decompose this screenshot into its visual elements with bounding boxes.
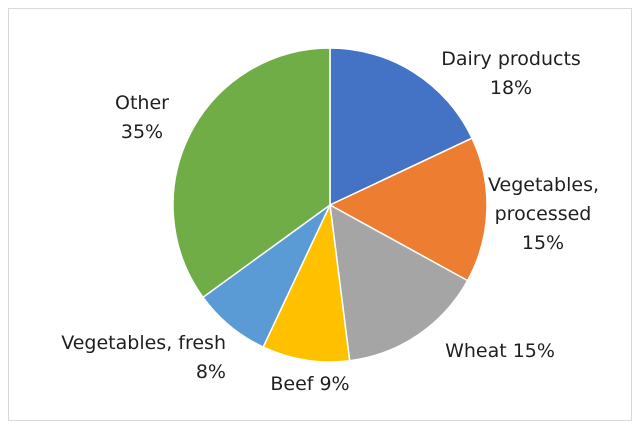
- data-label: Dairy products 18%: [416, 45, 606, 103]
- data-label: Vegetables, fresh 8%: [20, 329, 226, 387]
- label-name: Wheat: [445, 340, 507, 362]
- data-label: Wheat 15%: [420, 337, 580, 366]
- label-value: 8%: [195, 361, 226, 383]
- pie-slice: [172, 47, 331, 299]
- label-name: Vegetables, fresh: [61, 332, 226, 354]
- label-value: 9%: [319, 373, 350, 395]
- label-value: 15%: [512, 340, 555, 362]
- label-name: Vegetables, processed: [488, 174, 600, 225]
- data-label: Vegetables, processed 15%: [488, 171, 600, 258]
- label-name: Beef: [270, 373, 314, 395]
- label-name: Other: [115, 92, 169, 114]
- pie-slice: [328, 137, 488, 282]
- label-value: 35%: [120, 121, 164, 143]
- pie-slice: [329, 203, 469, 362]
- pie-slice: [329, 47, 474, 207]
- label-name: Dairy products: [441, 48, 581, 70]
- label-value: 15%: [521, 232, 565, 254]
- pie-slice: [262, 202, 351, 363]
- data-label: Beef 9%: [240, 370, 380, 399]
- data-label: Other 35%: [92, 89, 192, 147]
- label-value: 18%: [489, 77, 533, 99]
